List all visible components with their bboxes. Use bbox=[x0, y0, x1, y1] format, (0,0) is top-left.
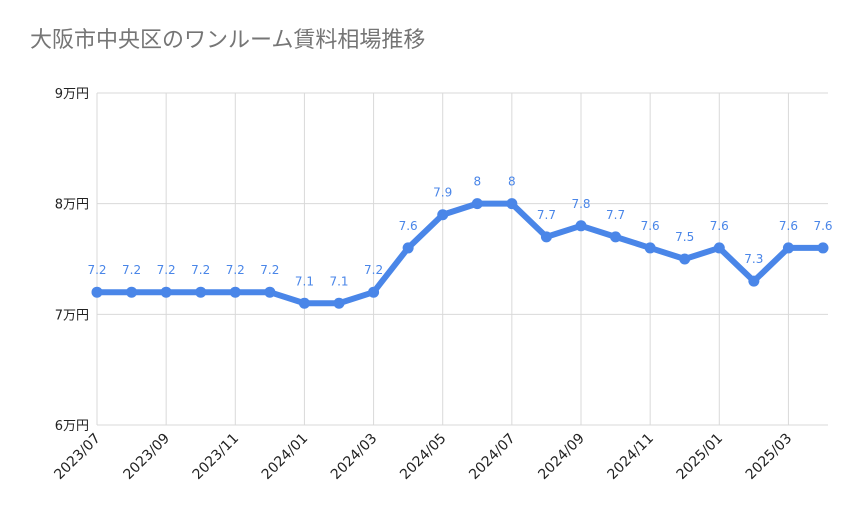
x-tick-label: 2025/01 bbox=[674, 431, 726, 483]
data-label: 7.1 bbox=[295, 274, 314, 288]
data-point bbox=[195, 286, 207, 298]
x-tick-label: 2025/03 bbox=[743, 431, 795, 483]
data-point bbox=[402, 242, 414, 254]
y-tick-label: 7万円 bbox=[55, 308, 89, 323]
data-point bbox=[471, 198, 483, 210]
data-point bbox=[610, 231, 622, 243]
data-label: 7.3 bbox=[744, 252, 763, 266]
data-point bbox=[160, 286, 172, 298]
data-label: 7.2 bbox=[260, 263, 279, 277]
data-point bbox=[575, 220, 587, 232]
data-label: 7.2 bbox=[191, 263, 210, 277]
data-label: 7.2 bbox=[364, 263, 383, 277]
data-point bbox=[298, 297, 310, 309]
data-label: 7.1 bbox=[329, 274, 348, 288]
chart-title: 大阪市中央区のワンルーム賃料相場推移 bbox=[30, 28, 426, 53]
x-tick-label: 2024/05 bbox=[397, 431, 449, 483]
data-label: 8 bbox=[508, 175, 516, 189]
data-label: 8 bbox=[473, 175, 481, 189]
x-tick-label: 2024/07 bbox=[466, 431, 518, 483]
data-label: 7.9 bbox=[433, 186, 452, 200]
data-point bbox=[782, 242, 794, 254]
data-point bbox=[126, 286, 138, 298]
data-label: 7.2 bbox=[122, 263, 141, 277]
data-point bbox=[679, 253, 691, 265]
x-tick-label: 2024/01 bbox=[259, 431, 311, 483]
data-label: 7.6 bbox=[641, 219, 660, 233]
x-tick-label: 2024/03 bbox=[328, 431, 380, 483]
data-label: 7.7 bbox=[606, 208, 625, 222]
x-tick-label: 2023/07 bbox=[51, 431, 103, 483]
data-label: 7.6 bbox=[779, 219, 798, 233]
x-tick-label: 2024/09 bbox=[535, 431, 587, 483]
data-point bbox=[437, 209, 449, 221]
y-tick-label: 9万円 bbox=[55, 87, 89, 102]
data-point bbox=[748, 275, 760, 287]
y-tick-label: 8万円 bbox=[55, 198, 89, 213]
data-label: 7.2 bbox=[226, 263, 245, 277]
data-point bbox=[264, 286, 276, 298]
data-label: 7.6 bbox=[813, 219, 832, 233]
data-label: 7.7 bbox=[537, 208, 556, 222]
data-point bbox=[817, 242, 829, 254]
x-tick-label: 2023/11 bbox=[190, 431, 242, 483]
x-tick-label: 2023/09 bbox=[121, 431, 173, 483]
data-point bbox=[713, 242, 725, 254]
data-point bbox=[506, 198, 518, 210]
y-tick-label: 6万円 bbox=[55, 419, 89, 434]
series-line bbox=[94, 200, 826, 307]
data-point bbox=[229, 286, 241, 298]
data-point bbox=[540, 231, 552, 243]
data-point bbox=[644, 242, 656, 254]
data-label: 7.2 bbox=[87, 263, 106, 277]
data-point bbox=[91, 286, 103, 298]
x-tick-label: 2024/11 bbox=[605, 431, 657, 483]
data-label: 7.6 bbox=[399, 219, 418, 233]
data-label: 7.5 bbox=[675, 230, 694, 244]
data-point bbox=[368, 286, 380, 298]
data-label: 7.6 bbox=[710, 219, 729, 233]
data-label: 7.8 bbox=[571, 197, 590, 211]
data-point bbox=[333, 297, 345, 309]
data-label: 7.2 bbox=[157, 263, 176, 277]
